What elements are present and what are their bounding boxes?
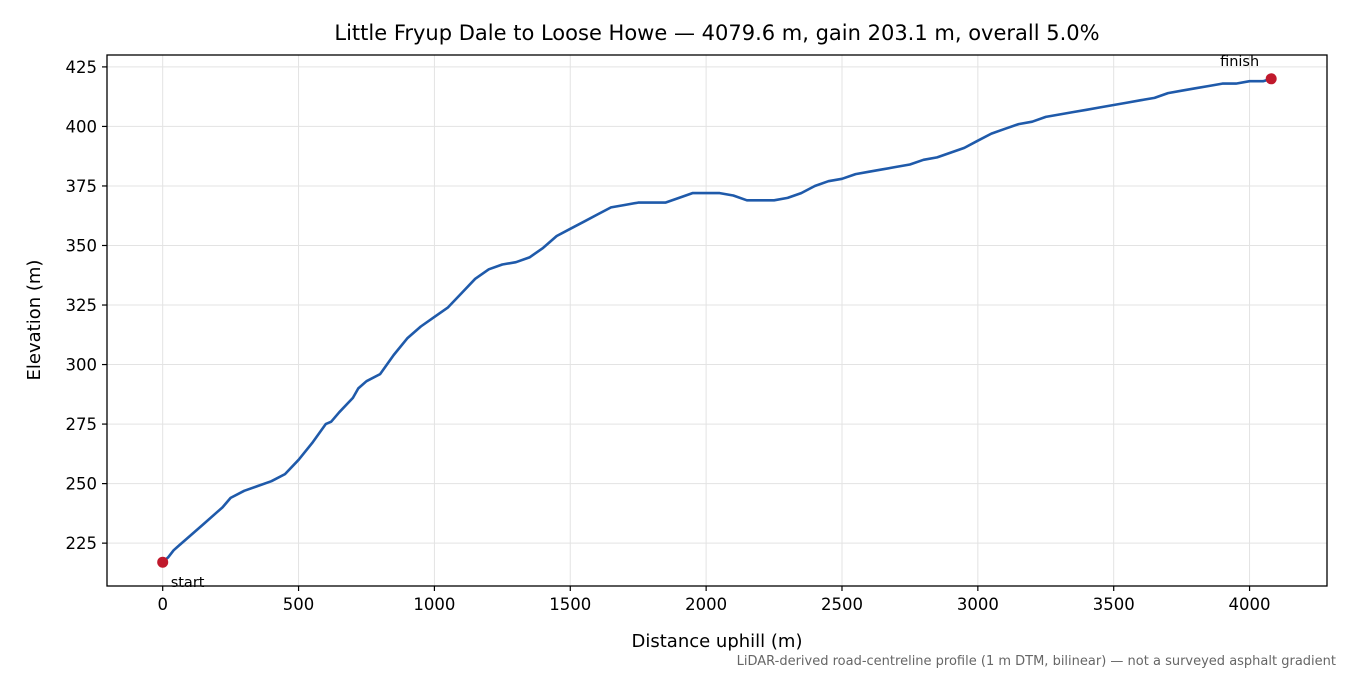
y-tick-label: 425 bbox=[66, 58, 98, 77]
y-tick-label: 400 bbox=[66, 117, 98, 136]
start-label: start bbox=[171, 575, 205, 591]
x-tick-label: 1000 bbox=[413, 595, 455, 614]
y-tick-label: 275 bbox=[66, 415, 98, 434]
y-tick-label: 325 bbox=[66, 296, 98, 315]
y-tick-label: 300 bbox=[66, 356, 98, 375]
x-tick-label: 3500 bbox=[1093, 595, 1135, 614]
x-tick-label: 0 bbox=[157, 595, 168, 614]
x-tick-label: 1500 bbox=[549, 595, 591, 614]
chart-title: Little Fryup Dale to Loose Howe — 4079.6… bbox=[334, 21, 1099, 45]
grid-layer bbox=[107, 55, 1327, 586]
x-axis-title: Distance uphill (m) bbox=[632, 631, 803, 652]
y-tick-label: 225 bbox=[66, 534, 98, 553]
x-tick-label: 2500 bbox=[821, 595, 863, 614]
plot-frame bbox=[106, 54, 1328, 587]
elevation-line bbox=[161, 77, 1273, 564]
y-axis-title: Elevation (m) bbox=[24, 260, 45, 381]
footnote: LiDAR-derived road-centreline profile (1… bbox=[737, 654, 1336, 669]
y-tick-label: 375 bbox=[66, 177, 98, 196]
start-marker bbox=[157, 556, 169, 568]
tick-layer: 0 500 1000 1500 2000 2500 3000 3500 4000 225 250 27… bbox=[66, 58, 1271, 614]
x-tick-label: 3000 bbox=[957, 595, 999, 614]
finish-label: finish bbox=[1220, 54, 1259, 70]
x-tick-label: 500 bbox=[283, 595, 315, 614]
x-tick-label: 2000 bbox=[685, 595, 727, 614]
finish-marker bbox=[1265, 73, 1277, 85]
y-tick-label: 250 bbox=[66, 475, 98, 494]
x-tick-label: 4000 bbox=[1229, 595, 1271, 614]
series-layer bbox=[161, 77, 1273, 564]
y-tick-label: 350 bbox=[66, 236, 98, 255]
marker-layer: start finish bbox=[157, 54, 1277, 591]
